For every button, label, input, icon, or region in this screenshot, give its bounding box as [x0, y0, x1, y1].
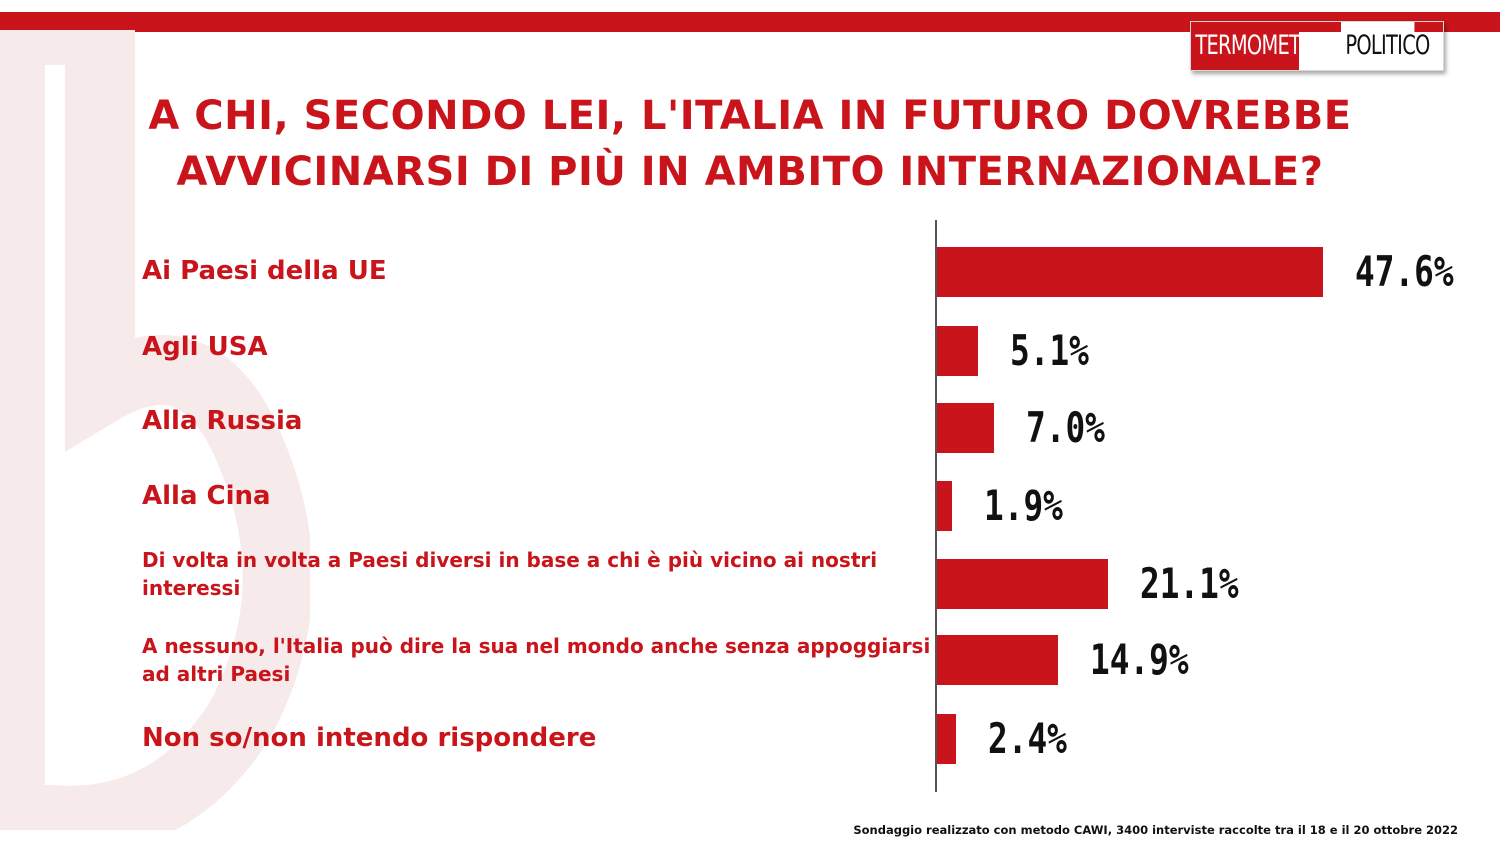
- category-label: A nessuno, l'Italia può dire la sua nel …: [142, 634, 931, 686]
- value-label: 21.1%: [1139, 559, 1239, 608]
- bar: [937, 247, 1323, 297]
- bar: [937, 481, 953, 531]
- title-line-2: AVVICINARSI DI PIÙ IN AMBITO INTERNAZION…: [176, 149, 1324, 195]
- bar: [937, 559, 1108, 609]
- chart-axis-line: [935, 220, 937, 792]
- bar: [937, 403, 994, 453]
- survey-footnote: Sondaggio realizzato con metodo CAWI, 34…: [853, 823, 1458, 837]
- value-label: 5.1%: [1010, 326, 1090, 375]
- bar: [937, 714, 957, 764]
- chart-title: A CHI, SECONDO LEI, L'ITALIA IN FUTURO D…: [0, 88, 1500, 200]
- category-label: Non so/non intendo rispondere: [142, 723, 597, 753]
- bar: [937, 635, 1058, 685]
- logo-part-1: TERMOMETRO: [1191, 22, 1328, 70]
- category-label: Agli USA: [142, 332, 268, 362]
- category-label: Alla Russia: [142, 406, 303, 436]
- category-label: Alla Cina: [142, 481, 271, 511]
- termometro-politico-logo: TERMOMETRO POLITICO: [1190, 21, 1444, 71]
- category-label: Ai Paesi della UE: [142, 256, 387, 286]
- value-label: 47.6%: [1354, 247, 1454, 296]
- bar: [937, 326, 979, 376]
- value-label: 1.9%: [984, 481, 1064, 530]
- value-label: 2.4%: [988, 714, 1068, 763]
- top-accent-bar: [0, 12, 1500, 32]
- category-label: Di volta in volta a Paesi diversi in bas…: [142, 548, 878, 600]
- title-line-1: A CHI, SECONDO LEI, L'ITALIA IN FUTURO D…: [148, 93, 1352, 139]
- logo-part-2: POLITICO: [1341, 22, 1430, 70]
- value-label: 7.0%: [1025, 403, 1105, 452]
- value-label: 14.9%: [1089, 635, 1189, 684]
